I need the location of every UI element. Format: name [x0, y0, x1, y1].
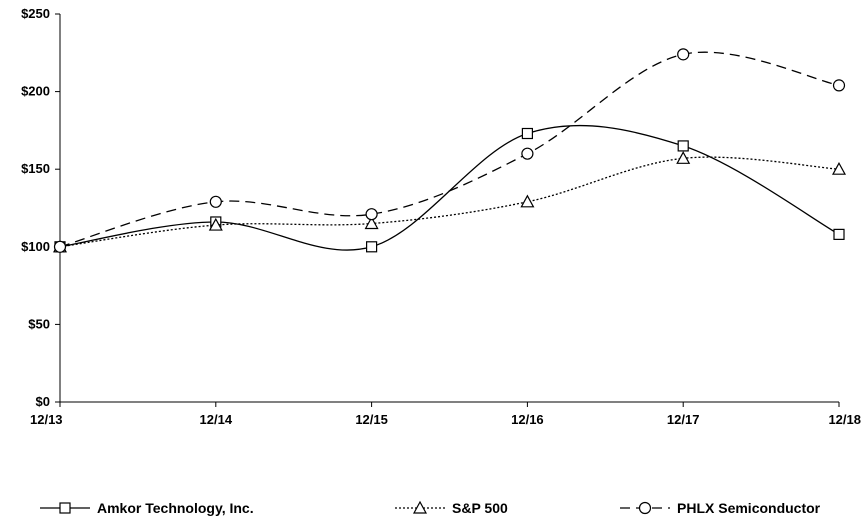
- axes: [59, 14, 839, 403]
- data-point: [676, 151, 691, 164]
- series-line-1: [59, 156, 840, 248]
- x-tick-label: 12/13: [30, 412, 63, 427]
- data-point: [366, 241, 378, 253]
- legend-label-2: PHLX Semiconductor: [677, 500, 821, 516]
- data-point: [364, 216, 379, 230]
- y-tick-label: $0: [36, 394, 50, 409]
- y-tick-label: $100: [21, 239, 50, 254]
- data-point: [520, 194, 535, 208]
- series-group: [52, 48, 847, 253]
- data-point: [832, 79, 846, 92]
- data-point: [365, 208, 378, 221]
- data-point: [677, 140, 689, 152]
- y-axis-ticks: $0 $50 $100 $150 $200 $250: [21, 6, 60, 409]
- y-tick-label: $150: [21, 161, 50, 176]
- x-tick-label: 12/16: [511, 412, 544, 427]
- legend-marker-1: [412, 500, 428, 514]
- x-tick-label: 12/15: [355, 412, 388, 427]
- data-point: [209, 195, 222, 208]
- data-point: [677, 48, 690, 61]
- legend-label-0: Amkor Technology, Inc.: [97, 500, 254, 516]
- series-line-2: [59, 51, 840, 248]
- legend-marker-2: [638, 501, 652, 515]
- legend-marker-0: [59, 502, 71, 514]
- y-tick-label: $50: [28, 316, 50, 331]
- y-tick-label: $200: [21, 84, 50, 99]
- legend: Amkor Technology, Inc. S&P 500 PHLX Semico…: [40, 500, 821, 516]
- data-point: [208, 217, 223, 231]
- x-tick-label: 12/18: [828, 412, 861, 427]
- data-point: [833, 228, 845, 240]
- x-axis-ticks: 12/13 12/14 12/15 12/16 12/17 12/18: [30, 402, 861, 427]
- data-point: [521, 127, 534, 140]
- data-point: [53, 240, 67, 253]
- x-tick-label: 12/17: [667, 412, 700, 427]
- data-point: [831, 161, 847, 175]
- legend-label-1: S&P 500: [452, 500, 508, 516]
- series-line-0: [59, 124, 840, 251]
- y-tick-label: $250: [21, 6, 50, 21]
- data-point: [521, 147, 534, 160]
- x-tick-label: 12/14: [200, 412, 233, 427]
